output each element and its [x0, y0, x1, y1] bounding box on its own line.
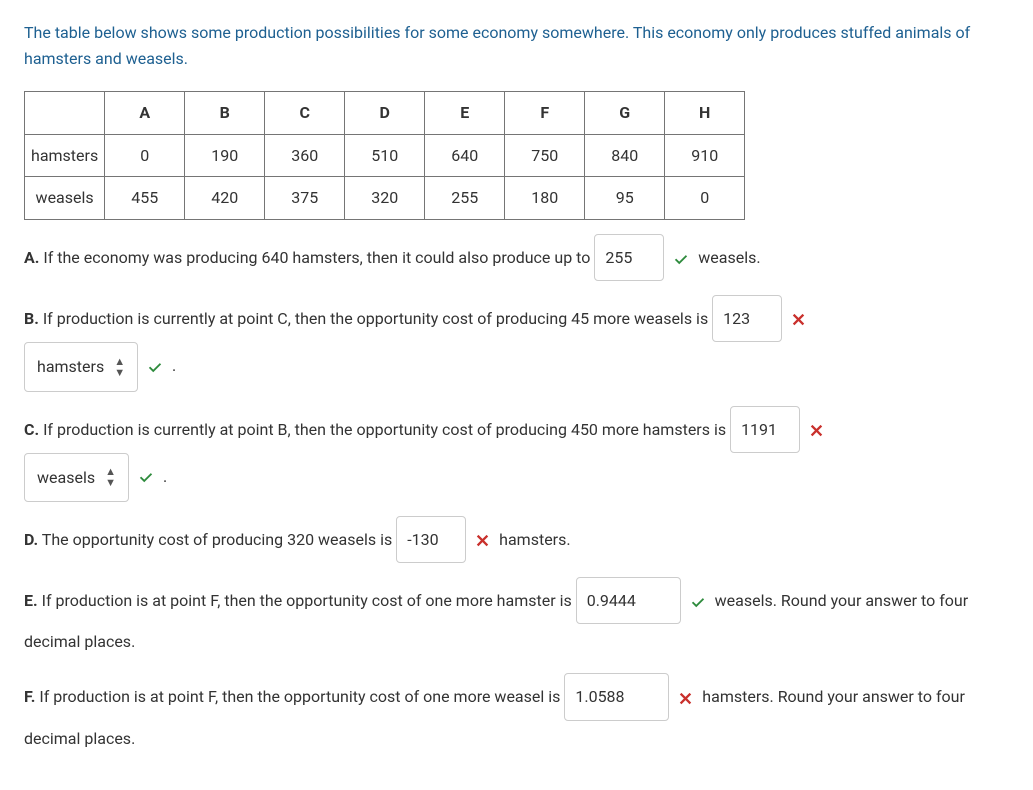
question-b: B. If production is currently at point C…: [24, 295, 1009, 391]
row-label-hamsters: hamsters: [25, 134, 105, 177]
question-text: If the economy was producing 640 hamster…: [43, 248, 590, 267]
question-text: If production is currently at point B, t…: [43, 420, 726, 439]
answer-input-b[interactable]: 123: [712, 295, 782, 342]
cell: 640: [425, 134, 505, 177]
table-row: weasels 455 420 375 320 255 180 95 0: [25, 177, 745, 220]
cell: 190: [185, 134, 265, 177]
question-label: E.: [24, 591, 38, 610]
unit-select-c[interactable]: weasels ▲▼: [24, 453, 129, 502]
cell: 255: [425, 177, 505, 220]
col-header: B: [185, 92, 265, 135]
question-text: If production is at point F, then the op…: [39, 687, 560, 706]
period: .: [163, 467, 167, 486]
cell: 0: [105, 134, 185, 177]
intro-text: The table below shows some production po…: [24, 20, 1009, 71]
check-icon: [148, 360, 162, 374]
col-header: E: [425, 92, 505, 135]
cell: 0: [665, 177, 745, 220]
table-corner-cell: [25, 92, 105, 135]
answer-input-a[interactable]: 255: [594, 234, 664, 281]
question-suffix: weasels.: [698, 248, 760, 267]
col-header: H: [665, 92, 745, 135]
table-row: hamsters 0 190 360 510 640 750 840 910: [25, 134, 745, 177]
cell: 180: [505, 177, 585, 220]
cell: 375: [265, 177, 345, 220]
cell: 455: [105, 177, 185, 220]
question-label: B.: [24, 309, 39, 328]
cell: 910: [665, 134, 745, 177]
question-label: F.: [24, 687, 35, 706]
cell: 95: [585, 177, 665, 220]
cross-icon: [476, 534, 489, 547]
cell: 320: [345, 177, 425, 220]
col-header: C: [265, 92, 345, 135]
question-label: A.: [24, 248, 39, 267]
cell: 750: [505, 134, 585, 177]
select-value: hamsters: [37, 349, 104, 384]
cross-icon: [810, 424, 823, 437]
question-e: E. If production is at point F, then the…: [24, 577, 1009, 659]
question-text: If production is currently at point C, t…: [43, 309, 708, 328]
cross-icon: [679, 692, 692, 705]
col-header: G: [585, 92, 665, 135]
question-suffix: hamsters.: [499, 530, 570, 549]
cell: 420: [185, 177, 265, 220]
answer-input-d[interactable]: -130: [396, 516, 466, 563]
chevron-updown-icon: ▲▼: [105, 466, 116, 488]
chevron-updown-icon: ▲▼: [114, 356, 125, 378]
col-header: F: [505, 92, 585, 135]
question-c: C. If production is currently at point B…: [24, 406, 1009, 502]
answer-input-f[interactable]: 1.0588: [564, 673, 669, 720]
period: .: [172, 356, 176, 375]
answer-input-c[interactable]: 1191: [730, 406, 800, 453]
col-header: D: [345, 92, 425, 135]
check-icon: [139, 470, 153, 484]
col-header: A: [105, 92, 185, 135]
question-label: D.: [24, 530, 38, 549]
ppf-table: A B C D E F G H hamsters 0 190 360 510 6…: [24, 91, 745, 220]
check-icon: [691, 595, 705, 609]
question-d: D. The opportunity cost of producing 320…: [24, 516, 1009, 563]
question-label: C.: [24, 420, 39, 439]
cell: 840: [585, 134, 665, 177]
question-text: The opportunity cost of producing 320 we…: [42, 530, 392, 549]
cross-icon: [792, 313, 805, 326]
cell: 510: [345, 134, 425, 177]
question-f: F. If production is at point F, then the…: [24, 673, 1009, 755]
table-header-row: A B C D E F G H: [25, 92, 745, 135]
check-icon: [674, 252, 688, 266]
question-a: A. If the economy was producing 640 hams…: [24, 234, 1009, 281]
row-label-weasels: weasels: [25, 177, 105, 220]
select-value: weasels: [37, 460, 95, 495]
question-text: If production is at point F, then the op…: [42, 591, 572, 610]
answer-input-e[interactable]: 0.9444: [576, 577, 681, 624]
unit-select-b[interactable]: hamsters ▲▼: [24, 342, 138, 391]
cell: 360: [265, 134, 345, 177]
